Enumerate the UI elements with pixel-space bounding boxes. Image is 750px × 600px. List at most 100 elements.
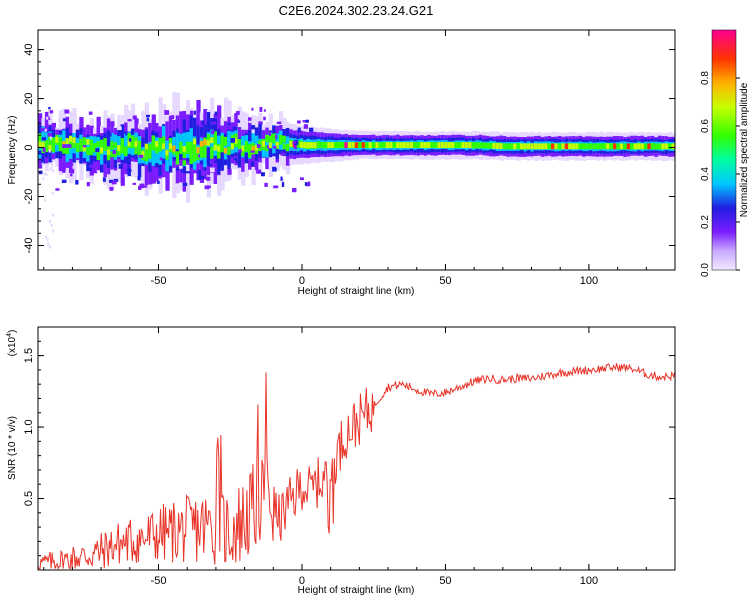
spectrogram-speck [52,213,55,217]
spectrogram-peak [137,151,142,158]
spectrogram-peak [316,142,321,149]
spectrogram-peak [637,143,641,150]
spectrogram-cell [254,135,260,148]
spectrogram-peak [99,147,104,154]
spectrogram-cell [82,137,88,150]
spectrogram-speck [61,165,66,171]
spectrogram-peak [196,147,200,153]
spectrogram-peak [492,142,496,149]
spectrogram-cell [44,132,50,146]
colorbar-tick-label: 0.6 [700,119,711,133]
spectrogram-peak [595,143,600,150]
spectrogram-speck [193,110,197,115]
spectrogram-peak [186,147,190,154]
spectrogram-speck [286,160,290,163]
spectrogram-speck [118,163,123,169]
spectrogram-peak [365,142,369,149]
spectrogram-peak [482,142,486,149]
spectrogram-peak [471,142,476,149]
spectrogram-peak [358,142,362,149]
spectrogram-speck [204,185,210,190]
spectrogram-speck [41,162,44,166]
spectrogram-peak [530,143,534,150]
spectrogram-speck [256,144,261,148]
spectrogram-speck [142,185,148,188]
spectrogram-band [38,92,675,249]
spectrogram-cell [86,146,91,156]
spectrogram-speck [55,188,60,191]
spectrogram-peak [113,142,117,149]
spectrogram-speck [42,147,46,152]
spectrogram-speck [69,163,74,166]
spectrogram-peak [516,143,520,150]
spectrogram-speck [52,229,55,233]
spectrogram-peak [230,143,235,150]
colorbar-tick-label: 0.0 [700,263,711,277]
spectrogram-speck [209,167,215,173]
spectrogram-cell [210,146,215,160]
spectrogram-peak [261,140,266,147]
spectrogram-speck [102,177,106,182]
spectrogram-peak [650,143,655,150]
spectrogram-speck [200,135,204,139]
spectrogram-peak [592,143,596,150]
spectrogram-speck [235,119,240,123]
spectrogram-peak [437,142,441,149]
spectrogram-speck [125,131,128,136]
spectrogram-speck [50,223,53,227]
spectrogram-frame [37,29,676,271]
spectrogram-speck [276,121,282,125]
spectrogram-speck [182,182,188,187]
spectrogram-peak [454,142,458,149]
spectrogram-speck [293,144,297,150]
spectrogram-speck [172,157,176,161]
spectrogram-peak [210,137,214,144]
x-tick-label: 50 [439,575,451,587]
colorbar-tick-label: 0.8 [700,71,711,85]
colorbar-gradient [711,29,737,271]
spectrogram-peak [606,143,610,150]
spectrogram-peak [671,143,675,150]
spectrogram-peak [409,142,414,149]
spectrogram-cell [51,137,57,152]
snr-series [38,363,675,570]
spectrogram-speck [176,128,179,134]
spectrogram-cell [144,146,149,162]
colorbar-label: Normalized spectral amplitude [739,82,750,217]
spectrogram-speck [213,164,217,168]
spectrogram-speck [266,145,269,149]
spectrogram-speck [156,180,160,184]
snr-y-multiplier-close: ) [7,330,18,333]
y-tick-label: -40 [23,238,35,254]
spectrogram-peak [640,143,644,150]
spectrogram-peak [540,143,544,150]
snr-y-multiplier-exponent: 4 [6,333,13,337]
spectrogram-peak [327,142,331,149]
spectrogram-speck [297,127,301,133]
spectrogram-speck [145,114,151,118]
spectrogram-peak [141,151,145,158]
y-tick-label: 1.0 [23,419,35,434]
spectrogram-peak [251,145,255,152]
spectrogram-speck [88,111,93,115]
spectrogram-panel: -50 0 50 100 -40 -20 0 20 40 Height of straight… [7,29,676,297]
spectrogram-speck [42,177,45,181]
spectrogram-peak [644,143,648,150]
spectrogram-speck [70,173,73,177]
spectrogram-speck [182,157,187,161]
spectrogram-peak [161,143,166,150]
spectrogram-speck [182,188,185,192]
spectrogram-peak [220,142,224,148]
spectrogram-speck [206,156,210,160]
spectrogram-speck [64,109,70,114]
spectrogram-speck [127,119,132,122]
spectrogram-peak [155,140,159,147]
spectrogram-peak [151,139,155,146]
spectrogram-cell [148,144,153,157]
snr-y-label: SNR (10 * v/v) [7,416,18,480]
spectrogram-speck [272,166,277,172]
spectrogram-speck [122,173,125,178]
spectrogram-peak [657,143,661,150]
spectrogram-speck [264,182,268,187]
spectrogram-speck [52,169,55,173]
